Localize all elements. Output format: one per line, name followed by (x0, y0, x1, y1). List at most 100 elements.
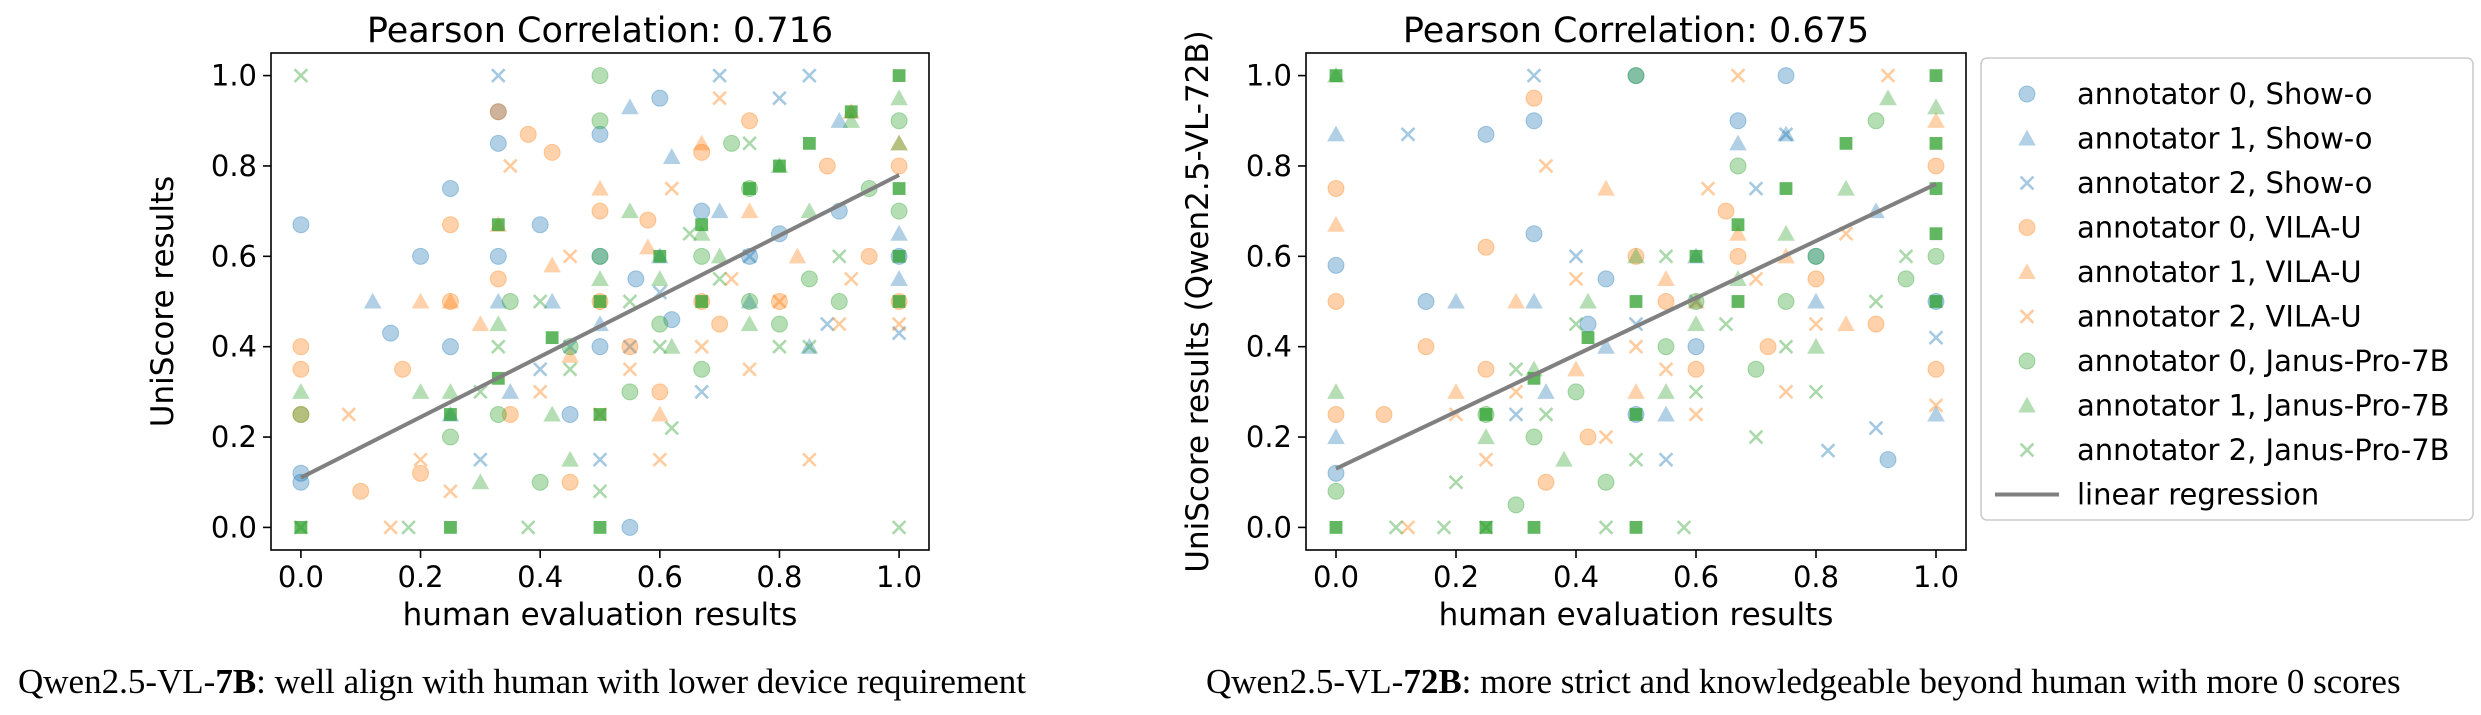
point-72b-8-14 (1898, 248, 1914, 264)
point-7b-0-12 (627, 270, 645, 288)
point-72b-7-12 (1879, 89, 1897, 106)
point-7b-5-10 (712, 90, 727, 106)
point-7b-3-0 (292, 338, 310, 356)
point-72b-3-2 (1327, 405, 1345, 423)
legend-label-7: annotator 1, Janus-Pro-7B (2077, 389, 2450, 423)
point-72b-5-0 (1400, 520, 1416, 535)
point-7b-7-5 (591, 270, 609, 286)
caption-7b-suffix: : well align with human with lower devic… (256, 662, 1026, 701)
point-7b-7-18 (662, 337, 681, 354)
point-72b-0-9 (1687, 338, 1705, 356)
caption-72b: Qwen2.5-VL-72B: more strict and knowledg… (1206, 662, 2401, 702)
point-72b-8-0 (1388, 520, 1404, 535)
point-72b-3-6 (1525, 89, 1543, 107)
point-7b-2-4 (694, 384, 710, 400)
point-7b-9-0 (294, 521, 308, 534)
point-7b-6-14 (800, 270, 818, 288)
point-7b-7-13 (842, 111, 861, 128)
point-72b-4-4 (1627, 383, 1645, 399)
point-7b-6-1 (489, 405, 507, 423)
point-72b-4-5 (1657, 270, 1675, 286)
point-7b-8-10 (712, 271, 727, 287)
legend-label-5: annotator 2, VILA-U (2077, 300, 2362, 334)
point-72b-4-11 (1597, 179, 1615, 196)
point-7b-3-6 (441, 216, 459, 234)
point-72b-2-8 (1820, 443, 1836, 458)
point-72b-9-16 (1479, 408, 1493, 421)
point-7b-9-15 (545, 331, 559, 345)
y-axis-label-7b: UniScore results (145, 176, 181, 427)
point-72b-2-1 (1526, 68, 1542, 83)
legend-marker-6 (2018, 352, 2036, 370)
legend-label-4: annotator 1, VILA-U (2077, 255, 2362, 289)
point-7b-9-19 (892, 295, 906, 308)
point-7b-0-0 (292, 216, 310, 234)
point-7b-8-3 (490, 339, 506, 355)
point-7b-9-4 (593, 295, 607, 308)
point-72b-0-15 (1597, 270, 1615, 288)
point-7b-1-13 (662, 148, 681, 164)
point-72b-5-4 (1568, 271, 1584, 287)
point-72b-8-6 (1628, 452, 1644, 467)
point-72b-8-15 (1436, 520, 1452, 535)
point-7b-3-11 (561, 473, 579, 491)
point-72b-6-8 (1729, 157, 1747, 175)
point-7b-7-2 (441, 383, 460, 399)
point-7b-6-13 (770, 315, 788, 333)
point-7b-0-23 (663, 311, 681, 329)
point-7b-8-8 (652, 339, 668, 355)
y-tick-label-72b-0: 0.0 (1246, 510, 1292, 544)
point-7b-2-13 (532, 361, 548, 377)
point-72b-0-7 (1627, 67, 1645, 85)
point-72b-1-1 (1327, 428, 1345, 445)
point-7b-8-13 (802, 339, 817, 355)
caption-72b-bold: 72B (1403, 662, 1462, 701)
point-72b-0-11 (1777, 67, 1795, 85)
point-7b-0-20 (441, 338, 459, 356)
point-72b-1-3 (1525, 292, 1543, 309)
point-72b-9-0 (1329, 521, 1343, 534)
point-72b-9-9 (1779, 182, 1793, 195)
point-72b-9-7 (1629, 521, 1643, 534)
point-72b-5-17 (1700, 181, 1716, 196)
caption-7b-bold: 7B (215, 662, 257, 701)
point-7b-7-0 (292, 383, 310, 399)
point-7b-4-13 (561, 346, 579, 363)
point-72b-5-16 (1538, 158, 1554, 174)
point-72b-1-2 (1447, 292, 1465, 309)
point-72b-7-7 (1687, 315, 1705, 332)
point-7b-9-6 (743, 182, 756, 195)
point-7b-0-13 (651, 89, 669, 107)
point-72b-5-11 (1778, 384, 1794, 400)
point-72b-1-11 (1927, 405, 1945, 422)
point-72b-6-15 (1507, 496, 1525, 514)
y-tick-label-72b-5: 1.0 (1246, 59, 1292, 93)
point-72b-8-13 (1868, 294, 1884, 309)
point-72b-3-19 (1717, 202, 1735, 220)
legend: annotator 0, Show-o annotator 1, Show-o an… (1980, 57, 2474, 521)
point-7b-6-0 (292, 405, 310, 423)
point-7b-5-19 (843, 271, 859, 287)
point-7b-0-11 (591, 338, 609, 356)
point-7b-3-8 (489, 270, 507, 288)
point-7b-3-14 (621, 338, 639, 356)
point-7b-5-13 (802, 452, 817, 467)
point-7b-3-15 (651, 383, 669, 401)
point-72b-2-9 (1868, 420, 1884, 436)
x-tick-label-72b-5: 1.0 (1913, 560, 1959, 594)
point-72b-0-1 (1327, 464, 1345, 482)
point-72b-6-10 (1777, 293, 1795, 310)
point-72b-0-2 (1417, 293, 1435, 310)
point-72b-5-15 (1928, 398, 1944, 413)
point-7b-3-21 (860, 247, 878, 265)
point-7b-4-12 (651, 405, 669, 422)
point-7b-8-6 (592, 483, 608, 499)
point-7b-1-0 (363, 292, 382, 309)
point-7b-3-22 (890, 157, 908, 175)
point-7b-8-14 (831, 248, 847, 264)
point-72b-4-6 (1687, 292, 1705, 309)
point-72b-9-1 (1329, 69, 1343, 82)
point-7b-6-6 (591, 67, 609, 85)
point-72b-5-8 (1688, 407, 1704, 422)
scatter-chart-7b: Pearson Correlation: 0.716 0.0 0.2 0.4 0.6 0.… (145, 11, 930, 633)
